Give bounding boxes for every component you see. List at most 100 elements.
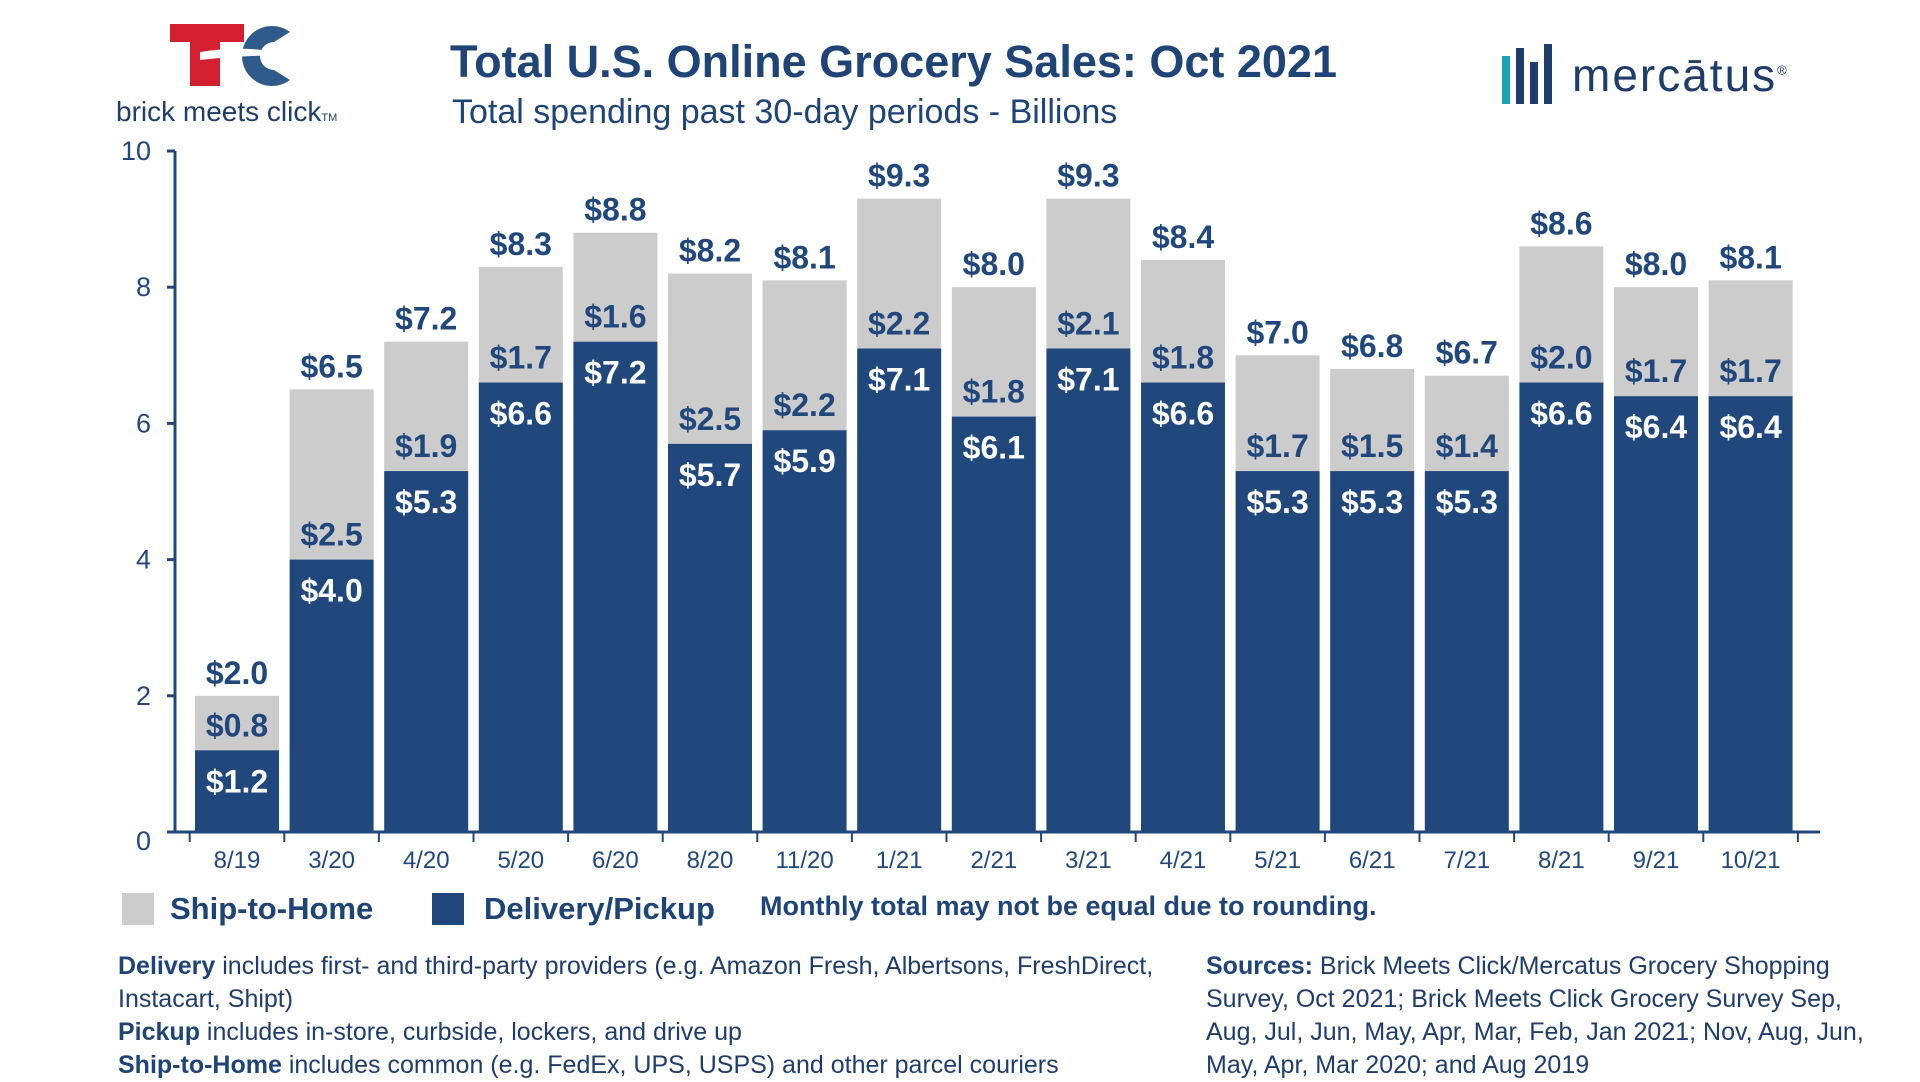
y-tick-label: 6: [136, 408, 151, 438]
label-delivery-pickup: $7.1: [868, 361, 930, 397]
note-ship: Ship-to-Home includes common (e.g. FedEx…: [118, 1049, 1178, 1082]
note-ship-term: Ship-to-Home: [118, 1051, 282, 1079]
chart-title: Total U.S. Online Grocery Sales: Oct 202…: [450, 36, 1337, 87]
label-delivery-pickup: $6.6: [1152, 396, 1214, 432]
label-delivery-pickup: $5.3: [1341, 484, 1403, 520]
label-total: $8.0: [963, 246, 1025, 282]
label-total: $9.3: [1057, 158, 1119, 194]
label-ship-to-home: $1.8: [1152, 340, 1214, 376]
bmc-logo-white-swoosh: [200, 48, 300, 60]
bmc-trademark: TM: [321, 112, 338, 124]
label-delivery-pickup: $4.0: [300, 573, 362, 609]
mercatus-wordmark: mercātus: [1572, 49, 1778, 101]
brick-meets-click-logo: [170, 24, 300, 93]
label-ship-to-home: $1.9: [395, 428, 457, 464]
x-tick-label: 1/21: [876, 847, 923, 874]
label-delivery-pickup: $7.1: [1057, 361, 1119, 397]
label-total: $2.0: [206, 655, 268, 691]
label-total: $7.0: [1246, 314, 1308, 350]
note-pickup-text: includes in-store, curbside, lockers, an…: [199, 1018, 742, 1046]
mercatus-logo-icon: [1500, 42, 1556, 111]
label-delivery-pickup: $5.3: [395, 484, 457, 520]
label-total: $8.0: [1625, 246, 1687, 282]
note-pickup: Pickup includes in-store, curbside, lock…: [118, 1016, 1178, 1049]
bar-ship-to-home: [289, 389, 374, 560]
label-ship-to-home: $0.8: [206, 707, 268, 743]
bmc-logo-blue-c: [242, 26, 290, 86]
x-tick-label: 5/21: [1254, 847, 1301, 874]
bar-delivery-pickup: [951, 416, 1036, 832]
bar-ship-to-home: [951, 287, 1036, 417]
label-ship-to-home: $2.1: [1057, 305, 1119, 341]
axes-layer: 8/19 3/20 4/20 5/20 6/20 8/20 11/20 1/21 2/21 3/2…: [121, 136, 1820, 874]
bar-ship-to-home: [1141, 259, 1225, 383]
bar-ship-to-home: [1235, 355, 1320, 472]
bar-ship-to-home: [668, 273, 752, 444]
mercatus-logo-text: mercātus®: [1572, 48, 1787, 102]
mercatus-registered-mark: ®: [1777, 62, 1787, 78]
bar-ship-to-home: [1614, 287, 1698, 397]
bar-delivery-pickup: [762, 430, 847, 832]
bar-ship-to-home: [1708, 280, 1793, 397]
label-ship-to-home: $2.2: [868, 305, 930, 341]
label-ship-to-home: $1.7: [1246, 428, 1308, 464]
mercatus-bar-2: [1516, 48, 1524, 104]
bar-ship-to-home: [857, 198, 942, 349]
bar-ship-to-home: [478, 266, 563, 383]
label-delivery-pickup: $6.4: [1719, 409, 1781, 445]
stacked-bar-chart: $2.0 $0.8 $1.2 $6.5 $2.5 $4.0 $7.2 $1.9 $5.3 $8.3…: [121, 136, 1820, 874]
x-tick-label: 8/21: [1538, 847, 1585, 874]
bar-delivery-pickup: [384, 471, 469, 832]
bar-delivery-pickup: [1046, 348, 1131, 832]
x-tick-label: 11/20: [775, 847, 833, 874]
bar-ship-to-home: [1046, 198, 1131, 349]
label-delivery-pickup: $5.7: [679, 457, 741, 493]
label-total: $6.5: [300, 348, 362, 384]
sources-text: Brick Meets Click/Mercatus Grocery Shopp…: [1206, 952, 1864, 1079]
x-tick-label: 10/21: [1721, 847, 1781, 874]
x-tick-label: 8/20: [687, 847, 734, 874]
bmc-logo-red-bar: [170, 24, 244, 42]
bar-ship-to-home: [195, 695, 279, 751]
label-total: $6.7: [1436, 335, 1498, 371]
bar-ship-to-home: [573, 232, 658, 342]
label-total: $8.1: [773, 239, 835, 275]
bmc-logo-red-stem: [190, 42, 220, 86]
bar-ship-to-home: [1330, 368, 1415, 472]
bar-delivery-pickup: [573, 341, 658, 832]
label-delivery-pickup: $6.6: [490, 396, 552, 432]
label-delivery-pickup: $6.6: [1530, 396, 1592, 432]
bar-ship-to-home: [384, 341, 469, 472]
x-tick-label: 3/20: [308, 847, 355, 874]
bar-delivery-pickup: [289, 559, 374, 832]
label-ship-to-home: $1.6: [584, 299, 646, 335]
bar-ship-to-home: [762, 280, 847, 431]
label-total: $8.8: [584, 192, 646, 228]
label-total: $8.1: [1719, 239, 1781, 275]
bar-delivery-pickup: [1708, 396, 1793, 832]
label-ship-to-home: $1.4: [1436, 428, 1498, 464]
x-tick-label: 5/20: [497, 847, 544, 874]
x-tick-label: 3/21: [1065, 847, 1112, 874]
note-delivery: Delivery includes first- and third-party…: [118, 950, 1178, 1016]
note-pickup-term: Pickup: [118, 1018, 200, 1046]
legend-ship-swatch: [122, 893, 154, 925]
bar-ship-to-home: [1424, 375, 1509, 472]
bar-ship-to-home: [1519, 246, 1604, 383]
label-delivery-pickup: $5.3: [1436, 484, 1498, 520]
note-delivery-term: Delivery: [118, 952, 216, 980]
mercatus-bar-3: [1530, 62, 1538, 104]
chart-subtitle: Total spending past 30-day periods - Bil…: [452, 93, 1118, 131]
bar-delivery-pickup: [668, 443, 752, 832]
bar-delivery-pickup: [195, 750, 279, 832]
label-ship-to-home: $1.7: [490, 340, 552, 376]
label-delivery-pickup: $1.2: [206, 763, 268, 799]
bar-delivery-pickup: [1235, 471, 1320, 832]
bar-delivery-pickup: [857, 348, 942, 832]
label-delivery-pickup: $5.9: [773, 443, 835, 479]
bar-delivery-pickup: [1614, 396, 1698, 832]
label-ship-to-home: $1.8: [963, 374, 1025, 410]
label-delivery-pickup: $6.4: [1625, 409, 1687, 445]
note-delivery-text: includes first- and third-party provider…: [118, 952, 1154, 1013]
label-ship-to-home: $2.0: [1530, 340, 1592, 376]
